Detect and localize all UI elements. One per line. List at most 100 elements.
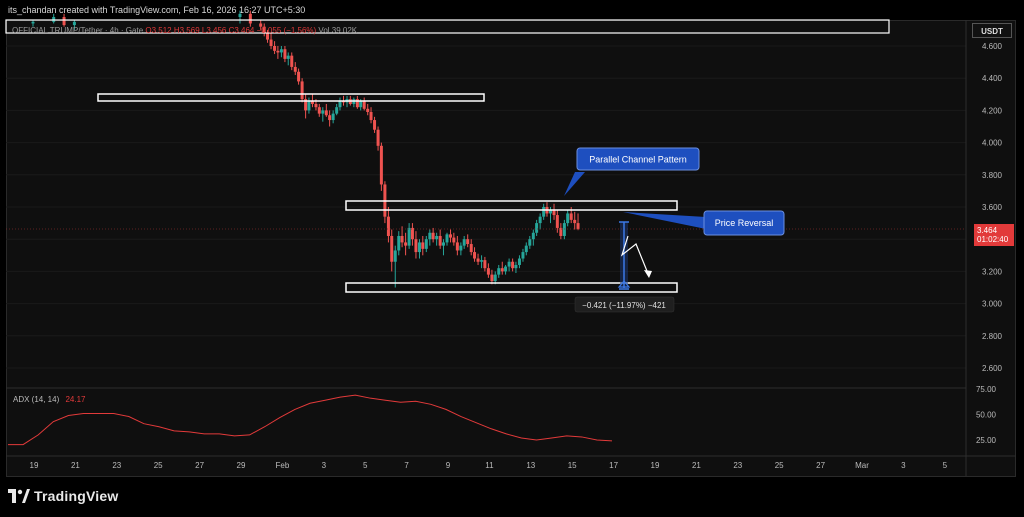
candle-body	[511, 261, 515, 269]
candle-body	[407, 227, 411, 246]
candle-body	[273, 46, 277, 51]
candle-body	[369, 112, 373, 121]
candle-body	[379, 145, 383, 185]
candle-body	[297, 71, 301, 82]
time-tick-label: 15	[568, 461, 577, 470]
zone-channel-top	[345, 200, 678, 211]
candle-body	[331, 113, 335, 121]
time-tick-label: 19	[651, 461, 660, 470]
candle-body	[524, 245, 528, 253]
candle-body	[490, 274, 494, 282]
time-tick-label: 17	[609, 461, 618, 470]
current-price-tag: 3.464 01:02:40	[974, 224, 1014, 246]
candle-body	[238, 13, 242, 18]
candle-body	[476, 258, 480, 262]
candle-body	[542, 207, 546, 217]
candle-body	[328, 115, 332, 121]
candle-body	[531, 232, 535, 240]
callout-parallel-channel: Parallel Channel Pattern	[564, 147, 700, 196]
currency-button[interactable]: USDT	[972, 23, 1012, 38]
adx-legend: ADX (14, 14) 24.17	[13, 395, 86, 404]
callout-box	[576, 147, 700, 171]
time-tick-label: 5	[363, 461, 368, 470]
callout-label: Price Reversal	[715, 218, 774, 228]
price-axis: 4.6004.4004.2004.0003.8003.6003.4003.200…	[982, 42, 1003, 373]
time-tick-label: 21	[71, 461, 80, 470]
candle-body	[386, 216, 390, 236]
candle-body	[397, 235, 401, 251]
price-tick-label: 3.200	[982, 267, 1003, 276]
time-tick-label: 13	[526, 461, 535, 470]
symbol-name: OFFICIAL TRUMP/Tether · 4h · Gate	[12, 26, 144, 35]
measure-label: −0.421 (−11.97%) −421	[582, 301, 666, 310]
candle-body	[549, 210, 552, 214]
time-tick-label: 7	[404, 461, 409, 470]
candle-body	[500, 268, 504, 272]
candle-body	[362, 100, 366, 109]
adx-line-path	[8, 394, 613, 446]
adx-label: ADX (14, 14)	[13, 395, 60, 404]
time-tick-label: 5	[943, 461, 948, 470]
adx-tick-label: 25.00	[976, 436, 997, 445]
candle-body	[335, 107, 339, 114]
measure-tool: −0.421 (−11.97%) −421	[574, 221, 675, 313]
bar-countdown: 01:02:40	[977, 235, 1009, 244]
time-tick-label: 23	[733, 461, 742, 470]
candle-body	[566, 213, 570, 224]
candle-body	[304, 99, 308, 111]
candle-body	[293, 66, 297, 72]
price-grid	[6, 45, 966, 369]
time-tick-label: 11	[485, 461, 494, 470]
chart-panel[interactable]	[6, 20, 1016, 477]
candle-body	[338, 100, 342, 108]
candle-body	[517, 258, 521, 265]
candle-body	[449, 234, 453, 238]
price-tick-label: 4.000	[982, 139, 1003, 148]
candle-body	[376, 129, 380, 146]
projection-arrow	[620, 235, 652, 278]
price-tick-label: 2.800	[982, 332, 1003, 341]
candle-body	[445, 234, 449, 243]
candle-body	[359, 100, 363, 108]
candle-body	[290, 55, 294, 67]
zone-upper-resistance	[97, 93, 485, 102]
brand-footer: TradingView	[8, 486, 118, 506]
callout-pointer	[623, 212, 706, 229]
candle-body	[31, 21, 35, 24]
candle-body	[507, 261, 511, 267]
candle-body	[497, 268, 501, 275]
candle-body	[72, 21, 76, 26]
candle-body	[462, 239, 466, 246]
ohlc-values: O3.512 H3.569 L3.456 C3.464 −0.055 (−1.5…	[145, 26, 317, 35]
candle-body	[483, 260, 487, 269]
candle-body	[466, 239, 470, 245]
candle-body	[559, 227, 563, 236]
candle-body	[262, 26, 266, 34]
candle-body	[266, 33, 270, 40]
price-tick-label: 3.600	[982, 203, 1003, 212]
candle-body	[555, 215, 559, 228]
time-tick-label: 3	[322, 461, 327, 470]
candle-body	[480, 260, 484, 262]
candle-body	[417, 242, 421, 253]
callout-pointer	[564, 172, 585, 196]
candle-body	[269, 39, 273, 46]
candle-body	[576, 223, 580, 229]
candle-body	[469, 244, 473, 253]
measure-label-box	[574, 296, 675, 313]
time-tick-label: Feb	[276, 461, 290, 470]
candle-body	[504, 266, 508, 272]
candle-body	[404, 242, 408, 246]
candle-body	[459, 245, 463, 251]
callout-price-reversal: Price Reversal	[623, 210, 785, 236]
candle-body	[435, 235, 439, 240]
attribution-text: its_chandan created with TradingView.com…	[8, 5, 306, 15]
candle-body	[314, 103, 318, 108]
time-tick-label: 23	[112, 461, 121, 470]
candle-body	[414, 239, 418, 253]
candle-body	[455, 242, 459, 251]
candle-body	[324, 110, 328, 116]
time-axis: 19 21 23 25 27 29 Feb 3 5 7 9 11 13 15 17 19 21 23 25 27 Mar…	[30, 461, 948, 470]
candle-body	[283, 49, 287, 59]
